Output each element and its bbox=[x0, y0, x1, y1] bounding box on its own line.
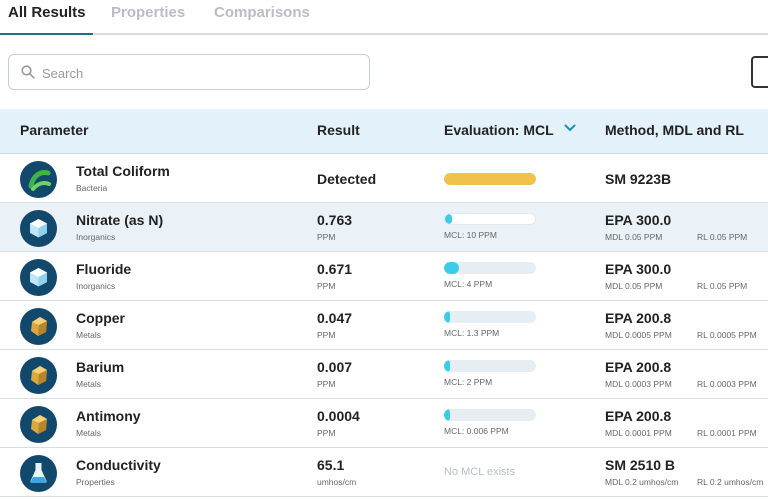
parameter-category: Metals bbox=[76, 330, 102, 340]
mcl-progress-bar bbox=[444, 213, 536, 225]
result-value: Detected bbox=[317, 171, 377, 187]
filter-button[interactable] bbox=[751, 56, 768, 88]
mdl-value: MDL 0.05 PPM bbox=[605, 232, 663, 242]
parameter-name: Nitrate (as N) bbox=[76, 212, 164, 228]
parameter-name: Conductivity bbox=[76, 457, 161, 473]
rl-value: RL 0.2 umhos/cm bbox=[697, 477, 764, 487]
method-name: EPA 200.8 bbox=[605, 408, 672, 424]
search-icon bbox=[21, 65, 35, 79]
result-value: 0.763 bbox=[317, 212, 353, 228]
parameter-name: Copper bbox=[76, 310, 125, 326]
mdl-value: MDL 0.0005 PPM bbox=[605, 330, 672, 340]
mcl-progress-fill bbox=[444, 409, 451, 421]
result-value: 0.047 bbox=[317, 310, 353, 326]
mcl-progress-fill bbox=[444, 262, 460, 274]
table-row[interactable]: Antimony Metals 0.0004 PPM MCL: 0.006 PPM EPA… bbox=[0, 399, 768, 448]
result-unit: PPM bbox=[317, 379, 336, 389]
result-unit: PPM bbox=[317, 330, 336, 340]
table-row[interactable]: Nitrate (as N) Inorganics 0.763 PPM MCL: 10 … bbox=[0, 203, 768, 252]
parameter-name: Fluoride bbox=[76, 261, 132, 277]
method-name: EPA 200.8 bbox=[605, 310, 672, 326]
inorganics-cube-icon bbox=[20, 210, 57, 247]
method-name: EPA 300.0 bbox=[605, 212, 672, 228]
tab-all-results[interactable]: All Results bbox=[8, 4, 86, 21]
result-value: 0.0004 bbox=[317, 408, 360, 424]
rl-value: RL 0.0005 PPM bbox=[697, 330, 757, 340]
table-row[interactable]: Total Coliform Bacteria Detected SM 9223B bbox=[0, 154, 768, 203]
mcl-label: MCL: 1.3 PPM bbox=[444, 328, 500, 338]
parameter-category: Metals bbox=[76, 428, 102, 438]
flask-icon bbox=[20, 455, 57, 492]
parameter-category: Inorganics bbox=[76, 281, 116, 291]
rl-value: RL 0.05 PPM bbox=[697, 281, 748, 291]
inorganics-cube-icon bbox=[20, 259, 57, 296]
metals-nugget-icon bbox=[20, 357, 57, 394]
mcl-progress-bar bbox=[444, 409, 536, 421]
table-row[interactable]: Conductivity Properties 65.1 umhos/cm No MCL… bbox=[0, 448, 768, 497]
mcl-label: MCL: 10 PPM bbox=[444, 230, 497, 240]
mcl-progress-fill bbox=[445, 214, 452, 224]
mcl-progress-fill bbox=[444, 311, 450, 323]
mcl-label: MCL: 0.006 PPM bbox=[444, 426, 509, 436]
metals-nugget-icon bbox=[20, 308, 57, 345]
method-name: EPA 300.0 bbox=[605, 261, 672, 277]
mcl-progress-bar bbox=[444, 311, 536, 323]
header-result[interactable]: Result bbox=[317, 122, 360, 138]
parameter-category: Bacteria bbox=[76, 183, 108, 193]
parameter-name: Antimony bbox=[76, 408, 141, 424]
mcl-progress-bar bbox=[444, 173, 536, 185]
header-method[interactable]: Method, MDL and RL bbox=[605, 122, 744, 138]
header-evaluation[interactable]: Evaluation: MCL bbox=[444, 122, 554, 138]
method-name: EPA 200.8 bbox=[605, 359, 672, 375]
results-tab-bar: All Results Properties Comparisons bbox=[0, 0, 768, 35]
mdl-value: MDL 0.0001 PPM bbox=[605, 428, 672, 438]
result-unit: PPM bbox=[317, 281, 336, 291]
result-value: 0.007 bbox=[317, 359, 353, 375]
search-placeholder: Search bbox=[42, 66, 84, 81]
mcl-progress-bar bbox=[444, 262, 536, 274]
result-value: 65.1 bbox=[317, 457, 345, 473]
rl-value: RL 0.05 PPM bbox=[697, 232, 748, 242]
tab-comparisons[interactable]: Comparisons bbox=[214, 4, 310, 21]
mdl-value: MDL 0.2 umhos/cm bbox=[605, 477, 679, 487]
metals-nugget-icon bbox=[20, 406, 57, 443]
rl-value: RL 0.0001 PPM bbox=[697, 428, 757, 438]
results-table-header: Parameter Result Evaluation: MCL Method,… bbox=[0, 109, 768, 154]
header-parameter[interactable]: Parameter bbox=[20, 122, 89, 138]
result-value: 0.671 bbox=[317, 261, 353, 277]
tab-properties[interactable]: Properties bbox=[111, 4, 186, 21]
table-row[interactable]: Fluoride Inorganics 0.671 PPM MCL: 4 PPM EPA … bbox=[0, 252, 768, 301]
mcl-progress-fill bbox=[444, 173, 536, 185]
result-unit: PPM bbox=[317, 428, 336, 438]
parameter-category: Properties bbox=[76, 477, 115, 487]
result-unit: PPM bbox=[317, 232, 336, 242]
no-mcl-label: No MCL exists bbox=[444, 466, 516, 478]
mdl-value: MDL 0.05 PPM bbox=[605, 281, 663, 291]
active-tab-indicator bbox=[0, 33, 93, 35]
mcl-progress-bar bbox=[444, 360, 536, 372]
mcl-progress-fill bbox=[444, 360, 450, 372]
result-unit: umhos/cm bbox=[317, 477, 357, 487]
mcl-label: MCL: 2 PPM bbox=[444, 377, 493, 387]
method-name: SM 2510 B bbox=[605, 457, 676, 473]
search-input[interactable]: Search bbox=[8, 54, 370, 90]
method-name: SM 9223B bbox=[605, 171, 672, 187]
chevron-down-icon[interactable] bbox=[564, 124, 576, 132]
parameter-category: Inorganics bbox=[76, 232, 116, 242]
parameter-category: Metals bbox=[76, 379, 102, 389]
parameter-name: Total Coliform bbox=[76, 163, 170, 179]
mdl-value: MDL 0.0003 PPM bbox=[605, 379, 672, 389]
parameter-name: Barium bbox=[76, 359, 125, 375]
bacteria-icon bbox=[20, 161, 57, 198]
table-row[interactable]: Barium Metals 0.007 PPM MCL: 2 PPM EPA 200.8 M… bbox=[0, 350, 768, 399]
table-row[interactable]: Copper Metals 0.047 PPM MCL: 1.3 PPM EPA 200.… bbox=[0, 301, 768, 350]
mcl-label: MCL: 4 PPM bbox=[444, 279, 493, 289]
rl-value: RL 0.0003 PPM bbox=[697, 379, 757, 389]
